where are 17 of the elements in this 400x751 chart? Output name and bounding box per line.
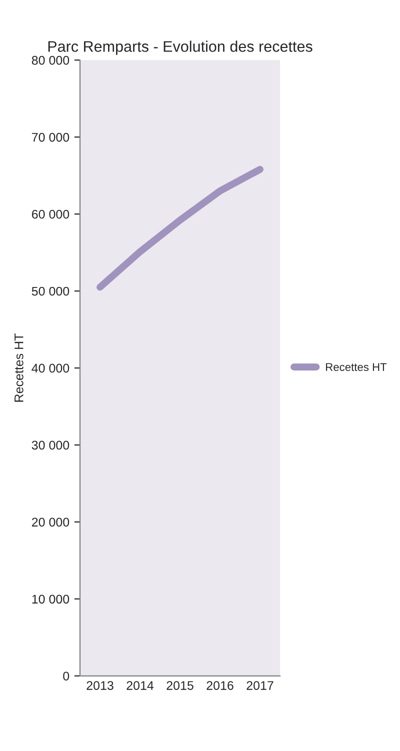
y-tick-label: 70 000 [32, 132, 70, 142]
y-tick-label: 0 [63, 672, 70, 681]
y-tick-label: 10 000 [32, 594, 70, 604]
y-tick-label: 40 000 [32, 364, 70, 373]
y-tick-label: 80 000 [32, 56, 70, 65]
y-axis-title: Recettes HT [14, 334, 24, 402]
y-tick-label: 20 000 [32, 518, 70, 527]
x-tick-label: 2016 [206, 681, 234, 690]
chart-title: Parc Remparts - Evolution des recettes [48, 40, 312, 55]
x-tick-label: 2017 [246, 681, 274, 690]
y-tick-label: 50 000 [32, 286, 70, 296]
y-tick-label: 30 000 [32, 440, 70, 450]
x-tick-label: 2015 [166, 681, 194, 690]
y-tick-label: 60 000 [32, 210, 70, 219]
x-tick-label: 2014 [126, 681, 154, 690]
legend-label: Recettes HT [326, 363, 387, 371]
x-tick-label: 2013 [86, 681, 114, 690]
